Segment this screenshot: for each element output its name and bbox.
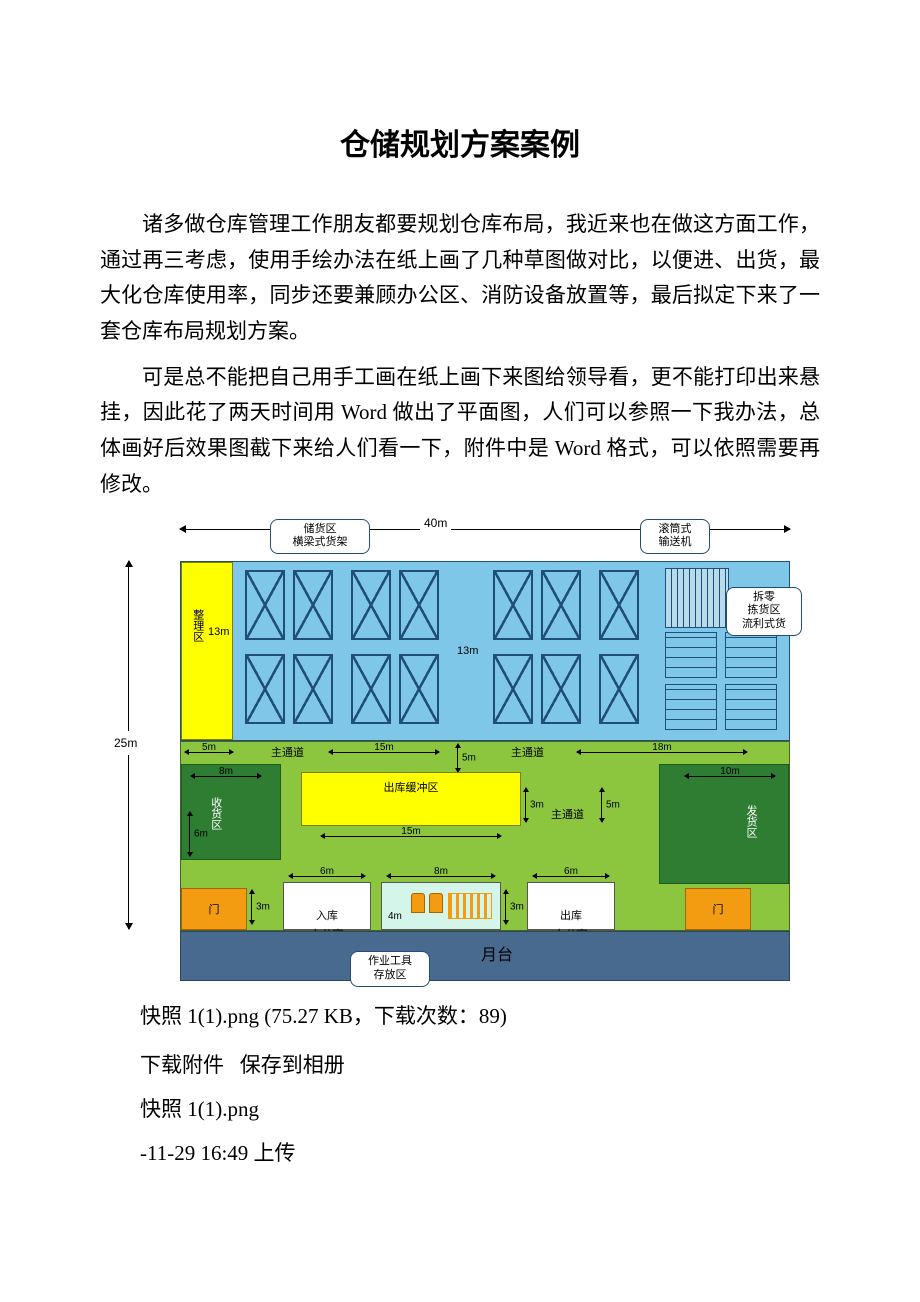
door-right: 门: [685, 888, 751, 930]
filename-line: 快照 1(1).png: [140, 1092, 820, 1128]
storage-mid-dim: 13m: [457, 642, 478, 661]
door-right-label: 门: [713, 904, 724, 916]
in-office: 入库 办公室: [283, 882, 371, 930]
download-link[interactable]: 下载附件: [140, 1053, 224, 1077]
buffer-zone: 出库缓冲区: [301, 772, 521, 826]
aisle-label-2: 主通道: [511, 744, 544, 763]
out-office: 出库 办公室: [527, 882, 615, 930]
dim-3m-3: 3m: [510, 898, 524, 915]
ship-zone: 发货区: [659, 764, 789, 884]
door-left: 门: [181, 888, 247, 930]
dim-15m-1: 15m: [374, 739, 393, 756]
buffer-label: 出库缓冲区: [384, 782, 439, 794]
dim-10m: 10m: [720, 763, 739, 780]
paragraph-1: 诸多做仓库管理工作朋友都要规划仓库布局，我近来也在做这方面工作，通过再三考虑，使…: [100, 207, 820, 350]
aisle-label-3: 主通道: [551, 806, 584, 825]
dim-5m-2: 5m: [462, 749, 476, 766]
file-info: 快照 1(1).png (75.27 KB，下载次数：89): [140, 999, 820, 1035]
storage-zone: 整理区 13m 13m: [180, 561, 790, 741]
dim-height-label: 25m: [114, 731, 137, 755]
save-album-link[interactable]: 保存到相册: [240, 1053, 345, 1077]
ship-label: 发货区: [741, 805, 760, 838]
dim-6m-2: 6m: [320, 863, 334, 880]
callout-storage: 储货区 横梁式货架: [270, 519, 370, 555]
callout-tools: 作业工具 存放区: [350, 951, 430, 987]
dim-6m-1: 6m: [194, 825, 208, 842]
warehouse-diagram: 储货区 横梁式货架 滚筒式 输送机 拆零 拣货区 流利式货 40m 25m 整理…: [120, 521, 800, 981]
receive-label: 收货区: [206, 797, 225, 830]
dock-zone: 月台: [180, 931, 790, 981]
dim-15m-2: 15m: [401, 823, 420, 840]
dim-3m-1: 3m: [530, 796, 544, 813]
dim-4m: 4m: [388, 908, 402, 925]
dim-5m-1: 5m: [202, 739, 216, 756]
dim-8m-2: 8m: [434, 863, 448, 880]
dim-5m-3: 5m: [606, 796, 620, 813]
dim-18m: 18m: [652, 739, 671, 756]
flow-rack-area: [665, 632, 783, 732]
callout-conveyor: 滚筒式 输送机: [640, 519, 710, 555]
sort-zone-label: 整理区: [188, 609, 207, 642]
sort-zone-dim: 13m: [208, 623, 229, 642]
dim-8m-1: 8m: [219, 763, 233, 780]
aisle-label-1: 主通道: [271, 744, 304, 763]
sort-zone: 整理区 13m: [181, 562, 233, 740]
dim-6m-3: 6m: [564, 863, 578, 880]
tool-area: 4m: [381, 882, 501, 930]
ground-zone: 5m 主通道 15m 5m 主通道 18m 收货区 8m 6m 出库缓冲区 3m…: [180, 741, 790, 931]
dock-label: 月台: [481, 942, 513, 969]
dim-3m-2: 3m: [256, 898, 270, 915]
paragraph-2: 可是总不能把自己用手工画在纸上画下来图给领导看，更不能打印出来悬挂，因此花了两天…: [100, 360, 820, 503]
upload-time: -11-29 16:49 上传: [140, 1136, 820, 1172]
dim-width-label: 40m: [420, 513, 451, 533]
page-title: 仓储规划方案案例: [100, 120, 820, 171]
conveyor: [665, 568, 729, 628]
callout-picking: 拆零 拣货区 流利式货: [726, 587, 802, 636]
door-left-label: 门: [209, 904, 220, 916]
